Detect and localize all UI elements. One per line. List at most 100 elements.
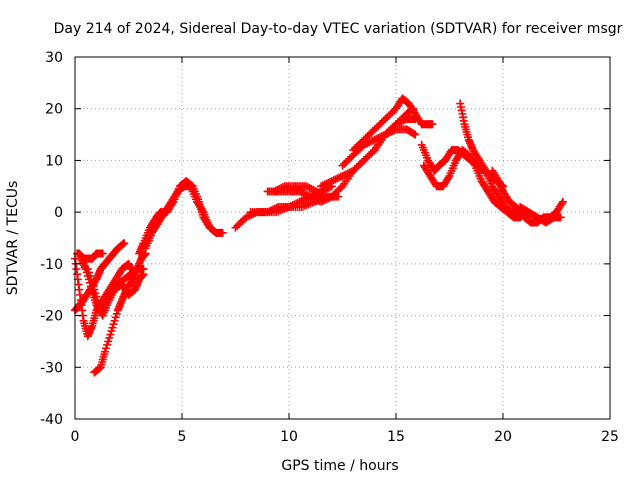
series-s18 xyxy=(456,99,529,217)
y-tick-label: 10 xyxy=(45,153,63,169)
data-point xyxy=(327,177,336,186)
data-point xyxy=(311,186,320,195)
chart-title: Day 214 of 2024, Sidereal Day-to-day VTE… xyxy=(54,21,623,37)
data-point xyxy=(383,129,392,138)
series-s13 xyxy=(317,115,420,191)
data-point xyxy=(311,195,320,204)
data-point xyxy=(304,191,313,200)
data-point xyxy=(211,227,220,236)
data-point xyxy=(388,127,397,136)
data-point xyxy=(198,206,207,215)
data-point xyxy=(319,190,328,199)
series-s12 xyxy=(270,182,343,201)
data-point xyxy=(333,174,342,183)
data-point xyxy=(367,137,376,146)
data-point xyxy=(318,190,327,199)
data-point xyxy=(98,249,107,258)
x-tick-label: 5 xyxy=(178,429,187,445)
data-point xyxy=(372,134,381,143)
data-point xyxy=(271,186,280,195)
data-point xyxy=(558,197,567,206)
data-point xyxy=(273,185,282,194)
data-point xyxy=(390,126,399,135)
data-point xyxy=(275,184,284,193)
data-point xyxy=(334,192,343,201)
plot-frame xyxy=(74,56,611,420)
data-point xyxy=(368,136,377,145)
data-point xyxy=(340,171,349,180)
y-tick-label: 0 xyxy=(54,205,63,221)
x-tick-label: 10 xyxy=(280,429,298,445)
data-point xyxy=(411,130,420,139)
data-point xyxy=(309,194,318,203)
data-point xyxy=(313,196,322,205)
data-point xyxy=(374,134,383,143)
data-point xyxy=(270,187,279,196)
data-point xyxy=(242,213,251,222)
data-point xyxy=(377,132,386,141)
series-s11 xyxy=(263,104,418,206)
data-point xyxy=(309,185,318,194)
data-point xyxy=(365,138,374,147)
data-point xyxy=(379,131,388,140)
series-s22 xyxy=(516,202,565,227)
data-point xyxy=(428,120,437,129)
x-tick-label: 20 xyxy=(494,429,512,445)
data-point xyxy=(120,239,129,248)
y-tick-label: 30 xyxy=(45,50,63,66)
data-point xyxy=(299,189,308,198)
data-point xyxy=(331,175,340,184)
x-tick-label: 15 xyxy=(387,429,405,445)
x-tick-label: 0 xyxy=(71,429,80,445)
y-tick-label: 20 xyxy=(45,102,63,118)
data-points xyxy=(71,94,567,377)
data-point xyxy=(307,184,316,193)
series-s8 xyxy=(141,182,221,253)
y-tick-label: -40 xyxy=(40,412,63,428)
data-point xyxy=(345,168,354,177)
data-point xyxy=(336,184,345,193)
data-point xyxy=(301,190,310,199)
data-point xyxy=(336,172,345,181)
y-tick-label: -30 xyxy=(40,360,63,376)
grid-lines xyxy=(75,57,610,419)
series-s3 xyxy=(73,249,107,263)
data-point xyxy=(278,183,287,192)
data-point xyxy=(243,212,252,221)
data-point xyxy=(318,181,327,190)
x-tick-labels: 0 5 10 15 20 25 xyxy=(71,429,619,445)
axis-ticks xyxy=(74,56,611,420)
data-point xyxy=(368,147,377,156)
y-tick-label: -10 xyxy=(40,257,63,273)
data-point xyxy=(399,116,408,125)
data-point xyxy=(326,177,335,186)
data-point xyxy=(305,184,314,193)
data-point xyxy=(395,118,404,127)
data-point xyxy=(303,183,312,192)
data-point xyxy=(321,191,330,200)
x-axis-label: GPS time / hours xyxy=(281,458,398,474)
data-point xyxy=(212,228,221,237)
data-point xyxy=(317,182,326,191)
data-point xyxy=(470,159,479,168)
data-point xyxy=(318,196,327,205)
data-point xyxy=(314,188,323,197)
data-point xyxy=(556,213,565,222)
series-s14 xyxy=(338,125,420,170)
data-point xyxy=(386,127,395,136)
data-point xyxy=(444,173,453,182)
series-s20 xyxy=(488,166,533,222)
data-point xyxy=(119,240,128,249)
series-s15 xyxy=(349,94,426,155)
data-point xyxy=(480,165,489,174)
data-point xyxy=(338,171,347,180)
data-point xyxy=(343,169,352,178)
series-s17 xyxy=(419,146,531,222)
data-point xyxy=(317,197,326,206)
data-point xyxy=(139,265,148,274)
data-point xyxy=(409,129,418,138)
series-s6 xyxy=(77,254,148,320)
series-s19 xyxy=(417,120,437,129)
y-tick-labels: -40 -30 -20 -10 0 10 20 30 xyxy=(40,50,63,428)
